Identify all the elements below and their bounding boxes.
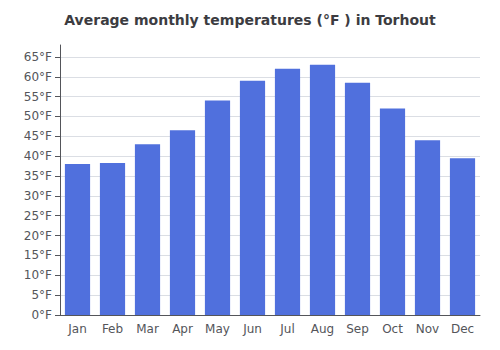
svg-text:Sep: Sep <box>346 322 369 336</box>
svg-text:35°F: 35°F <box>24 169 52 183</box>
svg-text:25°F: 25°F <box>24 209 52 223</box>
svg-text:Oct: Oct <box>382 322 403 336</box>
svg-text:Jun: Jun <box>242 322 262 336</box>
svg-text:60°F: 60°F <box>24 70 52 84</box>
svg-text:45°F: 45°F <box>24 129 52 143</box>
svg-text:Aug: Aug <box>311 322 334 336</box>
svg-text:Dec: Dec <box>451 322 474 336</box>
svg-text:65°F: 65°F <box>24 50 52 64</box>
svg-text:40°F: 40°F <box>24 149 52 163</box>
svg-text:Apr: Apr <box>172 322 193 336</box>
svg-text:55°F: 55°F <box>24 90 52 104</box>
svg-text:50°F: 50°F <box>24 109 52 123</box>
svg-text:May: May <box>205 322 230 336</box>
svg-text:15°F: 15°F <box>24 248 52 262</box>
svg-text:Jul: Jul <box>279 322 294 336</box>
svg-text:Feb: Feb <box>102 322 123 336</box>
svg-text:5°F: 5°F <box>31 288 52 302</box>
svg-text:30°F: 30°F <box>24 189 52 203</box>
svg-text:Average monthly temperatures (: Average monthly temperatures (°F ) in To… <box>64 12 436 28</box>
svg-text:Mar: Mar <box>136 322 159 336</box>
svg-text:Jan: Jan <box>67 322 87 336</box>
svg-text:20°F: 20°F <box>24 229 52 243</box>
svg-text:Nov: Nov <box>416 322 439 336</box>
svg-text:0°F: 0°F <box>31 308 52 322</box>
svg-text:10°F: 10°F <box>24 268 52 282</box>
